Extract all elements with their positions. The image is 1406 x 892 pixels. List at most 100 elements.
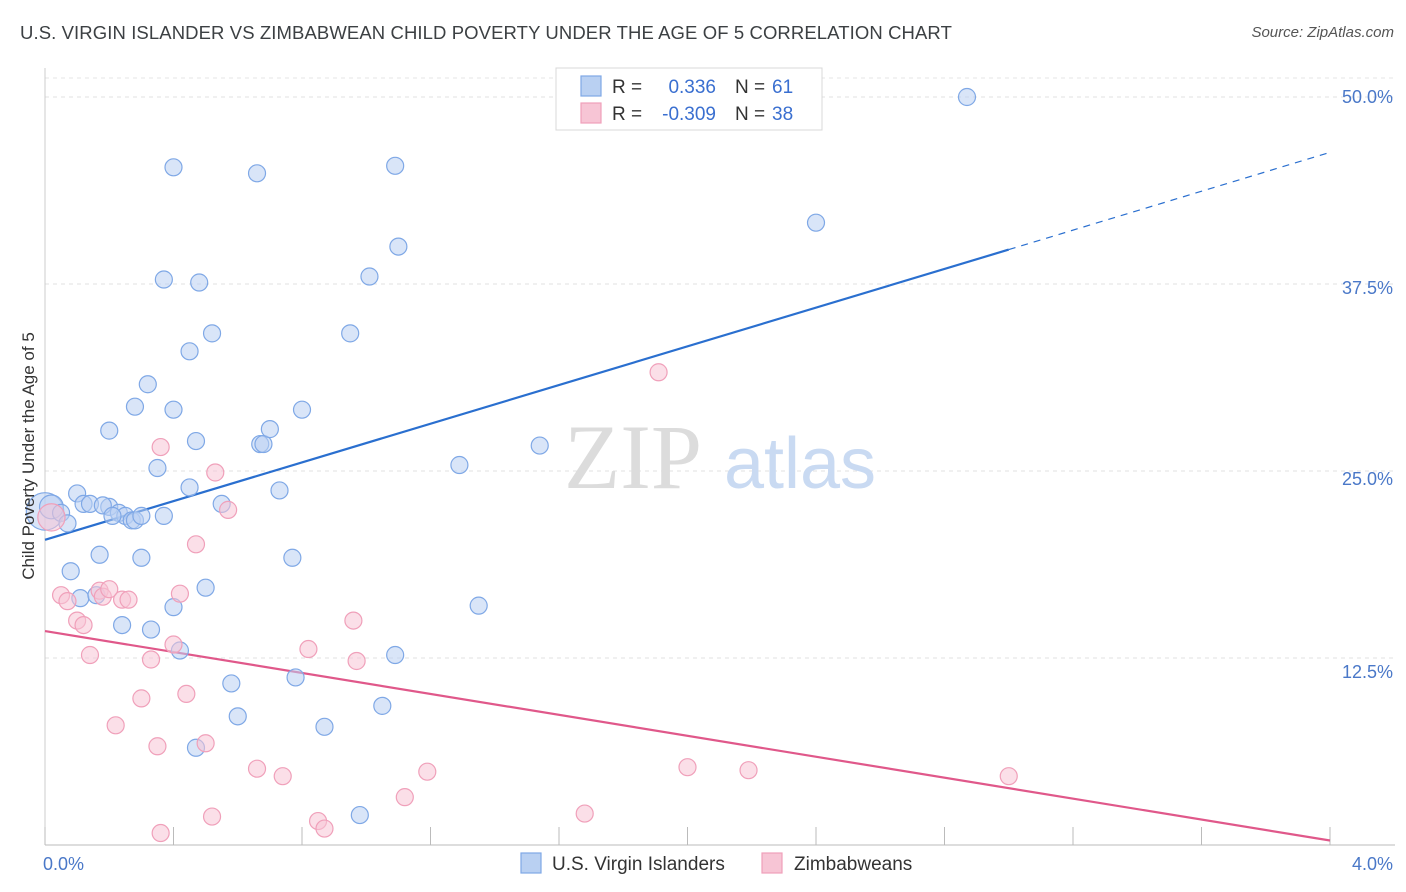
data-point-virgin-islanders bbox=[164, 158, 183, 177]
data-point-zimbabweans bbox=[80, 645, 100, 665]
data-point-virgin-islanders bbox=[125, 397, 145, 416]
trend-lines bbox=[44, 151, 1331, 842]
legend: R = 0.336 N = 61 R = -0.309 N = 38 bbox=[555, 67, 823, 131]
data-point-zimbabweans bbox=[299, 639, 318, 659]
watermark-zip: ZIP bbox=[564, 406, 702, 508]
data-point-zimbabweans bbox=[74, 615, 93, 635]
data-point-zimbabweans bbox=[164, 635, 183, 654]
data-point-virgin-islanders bbox=[247, 164, 267, 183]
data-point-virgin-islanders bbox=[112, 615, 132, 635]
trend-line-extension bbox=[1008, 151, 1331, 251]
data-point-virgin-islanders bbox=[315, 717, 334, 736]
data-point-virgin-islanders bbox=[141, 620, 161, 639]
data-point-virgin-islanders bbox=[228, 707, 247, 726]
data-point-virgin-islanders bbox=[350, 805, 369, 825]
legend-swatch-virgin-islanders bbox=[580, 75, 602, 97]
data-point-zimbabweans bbox=[58, 592, 77, 611]
data-point-virgin-islanders bbox=[90, 545, 109, 564]
y-tick-label: 50.0% bbox=[1342, 87, 1393, 107]
data-point-zimbabweans bbox=[206, 463, 225, 482]
watermark-atlas: atlas bbox=[724, 424, 876, 504]
data-point-virgin-islanders bbox=[386, 156, 405, 175]
y-tick-label: 37.5% bbox=[1342, 278, 1393, 298]
legend-r-value: -0.309 bbox=[662, 104, 716, 125]
data-point-virgin-islanders bbox=[222, 674, 241, 693]
y-tick-label: 12.5% bbox=[1342, 662, 1393, 682]
data-point-zimbabweans bbox=[100, 580, 119, 599]
data-point-zimbabweans bbox=[132, 689, 151, 708]
bottom-legend-swatch-zimbabweans bbox=[761, 852, 783, 874]
y-axis-label: Child Poverty Under the Age of 5 bbox=[19, 332, 38, 580]
watermark: ZIP atlas bbox=[564, 406, 876, 508]
data-point-zimbabweans bbox=[418, 762, 437, 781]
legend-n-label: N = bbox=[735, 77, 770, 98]
data-point-virgin-islanders bbox=[283, 548, 302, 567]
bottom-legend-label: U.S. Virgin Islanders bbox=[552, 854, 725, 875]
data-point-virgin-islanders bbox=[186, 431, 206, 451]
data-point-virgin-islanders bbox=[61, 562, 80, 581]
x-tick-label: 0.0% bbox=[43, 854, 84, 874]
data-point-virgin-islanders bbox=[957, 87, 977, 107]
data-point-zimbabweans bbox=[999, 767, 1018, 786]
bottom-legend-swatch-virgin-islanders bbox=[520, 852, 542, 874]
legend-n-value: 38 bbox=[772, 104, 793, 125]
data-point-zimbabweans bbox=[119, 590, 138, 609]
bottom-legend: U.S. Virgin Islanders Zimbabweans bbox=[520, 852, 912, 875]
data-point-virgin-islanders bbox=[202, 324, 222, 343]
data-point-virgin-islanders bbox=[469, 596, 488, 615]
data-point-zimbabweans bbox=[575, 804, 594, 823]
data-point-virgin-islanders bbox=[450, 455, 469, 475]
axes bbox=[44, 68, 1395, 846]
data-point-zimbabweans bbox=[344, 611, 363, 630]
data-point-virgin-islanders bbox=[341, 324, 360, 343]
data-point-virgin-islanders bbox=[190, 273, 209, 292]
data-point-zimbabweans bbox=[151, 823, 170, 843]
data-point-virgin-islanders bbox=[373, 696, 392, 715]
data-point-zimbabweans bbox=[739, 761, 758, 780]
data-point-zimbabweans bbox=[37, 503, 66, 532]
data-point-zimbabweans bbox=[141, 650, 161, 669]
legend-r-value: 0.336 bbox=[668, 77, 716, 98]
data-point-virgin-islanders bbox=[389, 237, 408, 256]
data-point-zimbabweans bbox=[202, 807, 222, 826]
data-point-virgin-islanders bbox=[154, 270, 173, 289]
data-point-virgin-islanders bbox=[254, 434, 273, 454]
legend-n-value: 61 bbox=[772, 77, 793, 98]
data-point-zimbabweans bbox=[196, 734, 215, 753]
data-point-zimbabweans bbox=[186, 535, 206, 554]
data-point-virgin-islanders bbox=[286, 668, 305, 687]
legend-r-label: R = bbox=[612, 77, 647, 98]
data-point-virgin-islanders bbox=[386, 645, 405, 665]
data-point-virgin-islanders bbox=[132, 506, 151, 525]
data-point-zimbabweans bbox=[106, 716, 125, 735]
data-point-zimbabweans bbox=[170, 584, 190, 603]
source-label: Source: ZipAtlas.com bbox=[1251, 24, 1394, 41]
data-point-zimbabweans bbox=[678, 758, 697, 777]
data-point-virgin-islanders bbox=[806, 213, 826, 232]
data-point-virgin-islanders bbox=[360, 267, 379, 286]
legend-r-label: R = bbox=[612, 104, 647, 125]
y-tick-label: 25.0% bbox=[1342, 469, 1393, 489]
data-point-zimbabweans bbox=[315, 819, 334, 838]
data-point-virgin-islanders bbox=[270, 481, 289, 500]
data-point-zimbabweans bbox=[148, 737, 167, 756]
data-point-zimbabweans bbox=[219, 500, 238, 519]
data-point-virgin-islanders bbox=[180, 342, 199, 361]
data-point-virgin-islanders bbox=[164, 400, 183, 419]
data-point-virgin-islanders bbox=[132, 548, 151, 567]
data-point-virgin-islanders bbox=[530, 436, 549, 455]
trend-line-zimbabweans bbox=[44, 629, 1331, 842]
data-point-virgin-islanders bbox=[154, 506, 173, 525]
data-point-virgin-islanders bbox=[100, 421, 119, 440]
chart-title: U.S. VIRGIN ISLANDER VS ZIMBABWEAN CHILD… bbox=[20, 22, 952, 43]
data-point-virgin-islanders bbox=[260, 420, 279, 439]
data-point-virgin-islanders bbox=[148, 458, 167, 478]
data-point-zimbabweans bbox=[649, 363, 668, 382]
x-tick-label: 4.0% bbox=[1352, 854, 1393, 874]
data-point-zimbabweans bbox=[151, 437, 170, 457]
data-point-virgin-islanders bbox=[292, 400, 312, 419]
data-point-zimbabweans bbox=[273, 767, 292, 786]
data-point-virgin-islanders bbox=[196, 578, 215, 597]
bottom-legend-label: Zimbabweans bbox=[794, 854, 912, 875]
